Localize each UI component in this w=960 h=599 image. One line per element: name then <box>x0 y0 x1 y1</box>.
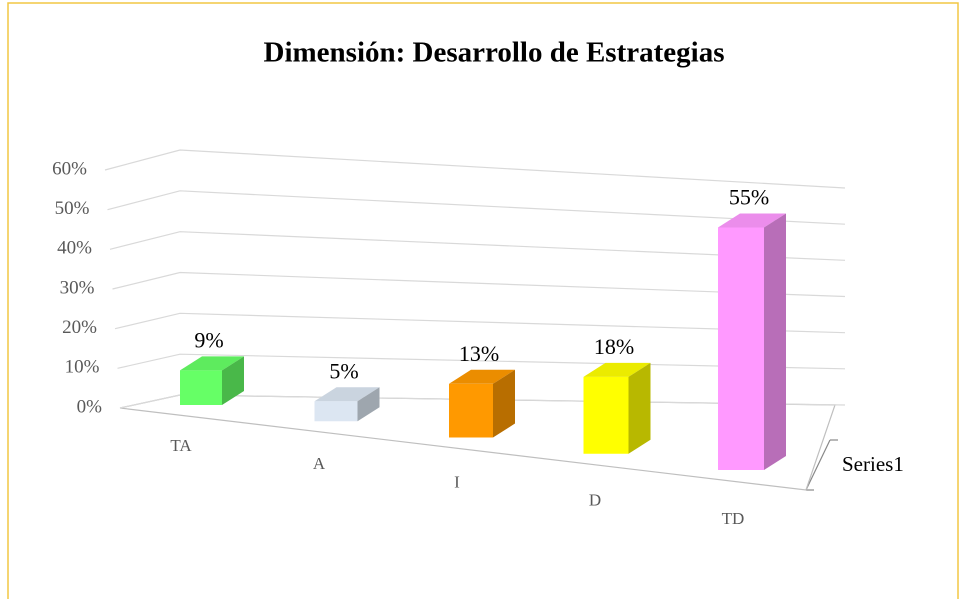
data-label: 5% <box>329 358 358 383</box>
bar-front <box>180 370 222 405</box>
bar-front <box>314 401 358 422</box>
grid-line <box>104 149 846 189</box>
data-label: 13% <box>459 341 499 366</box>
bar-front <box>718 227 764 470</box>
bar-side <box>222 356 244 405</box>
x-tick-label: D <box>589 491 601 510</box>
series-label: Series1 <box>842 452 904 476</box>
bar-front <box>583 376 629 454</box>
depth-axis <box>805 439 838 491</box>
bar-top <box>718 213 786 228</box>
y-tick-label: 10% <box>65 357 100 378</box>
grid-line <box>107 190 846 225</box>
y-tick-label: 40% <box>57 238 92 259</box>
data-label: 9% <box>194 327 223 352</box>
bar-side <box>628 362 651 454</box>
y-tick-label: 50% <box>55 198 90 219</box>
bar-side <box>357 387 380 422</box>
y-tick-label: 20% <box>62 317 97 338</box>
x-tick-label: TD <box>722 509 745 528</box>
y-tick-label: 0% <box>77 396 103 417</box>
data-label: 18% <box>594 334 634 359</box>
bar-top <box>314 387 380 402</box>
grid-line <box>109 231 846 261</box>
grid-line <box>112 271 846 298</box>
chart-title: Dimensión: Desarrollo de Estrategias <box>264 37 725 69</box>
x-tick-label: TA <box>170 436 192 455</box>
bar-side <box>493 369 515 438</box>
bar-front <box>449 383 493 438</box>
y-tick-label: 60% <box>52 158 87 179</box>
x-tick-label: A <box>313 454 326 473</box>
x-tick-label: I <box>454 472 460 491</box>
chart-border <box>7 2 959 599</box>
bar-top <box>180 356 244 371</box>
data-label: 55% <box>729 184 769 209</box>
bar-side <box>764 213 786 470</box>
y-tick-label: 30% <box>60 277 95 298</box>
bar-top <box>583 362 651 377</box>
grid-line <box>114 312 846 334</box>
